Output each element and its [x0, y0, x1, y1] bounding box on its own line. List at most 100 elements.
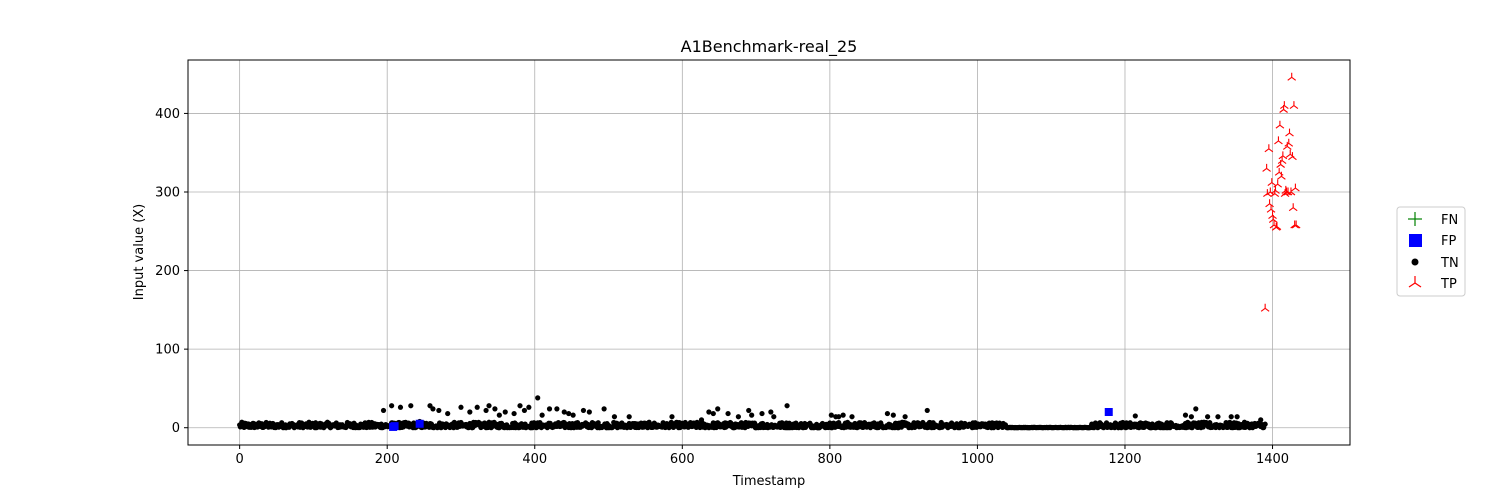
plot-frame: [187, 59, 1351, 446]
tn-point: [836, 414, 842, 420]
tp-point: [1267, 178, 1277, 187]
tn-point: [445, 410, 451, 417]
tp-point: [1288, 152, 1297, 161]
tn-point: [526, 404, 532, 410]
tn-point: [570, 412, 576, 418]
tn-point: [884, 410, 891, 417]
tp-point: [1275, 120, 1285, 129]
tn-point: [611, 414, 618, 420]
legend-entry-tn: TN: [1411, 256, 1459, 271]
y-tick-label: 300: [155, 186, 180, 201]
fp-point: [415, 419, 424, 428]
tn-point: [397, 404, 404, 410]
tn-point: [1205, 414, 1211, 420]
tp-point: [1289, 101, 1299, 110]
tn-series: [237, 395, 1268, 431]
tp-point: [1271, 185, 1280, 194]
tp-point: [1277, 171, 1286, 180]
tn-point: [601, 406, 607, 412]
legend-entry-fn: FN: [1408, 212, 1458, 228]
tn-point: [759, 410, 765, 417]
tp-point: [1288, 203, 1298, 212]
tn-point: [1132, 413, 1138, 419]
tp-marker-icon: [1408, 276, 1422, 288]
tn-point: [408, 403, 414, 409]
tn-point: [458, 404, 464, 410]
tn-point: [521, 407, 528, 414]
tn-point: [924, 407, 930, 414]
tn-point: [561, 409, 567, 415]
fp-series: [389, 408, 1113, 431]
legend-box: [1396, 206, 1466, 297]
tn-point: [492, 406, 498, 412]
tn-point: [698, 417, 705, 423]
tp-point: [1262, 163, 1271, 172]
tn-point: [595, 420, 601, 426]
tn-point: [1258, 417, 1264, 423]
tp-point: [1283, 187, 1293, 196]
tn-point: [474, 404, 480, 410]
tn-point: [554, 406, 560, 412]
tn-point: [496, 412, 502, 418]
tp-series: [1260, 72, 1301, 312]
tp-point: [1290, 220, 1299, 229]
tp-point: [1266, 204, 1276, 213]
tn-point: [1182, 412, 1189, 418]
tp-point: [1278, 151, 1288, 160]
tp-point: [1274, 136, 1283, 145]
tn-point: [771, 414, 777, 420]
x-tick-label: 800: [817, 452, 842, 467]
tp-point: [1260, 303, 1270, 312]
tp-point: [1285, 128, 1294, 137]
tp-point: [1284, 138, 1294, 147]
tp-point: [1286, 187, 1296, 196]
fn-marker-icon: [1408, 212, 1422, 226]
tn-point: [1188, 414, 1194, 420]
tn-point: [725, 410, 731, 417]
tp-point: [1280, 101, 1289, 110]
data-marks: [237, 72, 1301, 431]
tn-point: [483, 407, 489, 414]
tn-marker-icon: [1411, 258, 1419, 266]
tn-point: [849, 414, 855, 420]
tn-point: [710, 410, 716, 417]
tn-point: [389, 403, 395, 409]
x-tick-label: 200: [375, 452, 400, 467]
tp-point: [1268, 215, 1278, 223]
fp-marker-icon: [1409, 234, 1422, 247]
tn-point: [586, 409, 592, 415]
tn-point: [467, 409, 473, 415]
axis-ticks: 0 200 400 600 800 1000 1200 1400 0 100 200 300 400: [155, 107, 1289, 467]
fp-point: [390, 422, 399, 431]
legend-label-tn: TN: [1440, 256, 1459, 271]
tn-point: [768, 409, 774, 415]
grid-lines: [188, 60, 1350, 445]
tn-point: [1228, 414, 1234, 420]
legend: FN FP TN TP: [1396, 206, 1466, 297]
tn-point: [535, 395, 541, 401]
y-tick-label: 0: [172, 421, 180, 436]
tn-point: [626, 414, 632, 420]
tn-point: [890, 412, 896, 418]
tn-point: [502, 409, 508, 415]
tn-point: [1193, 406, 1199, 412]
tn-point: [430, 406, 436, 412]
tp-point: [1291, 183, 1300, 192]
legend-label-tp: TP: [1440, 277, 1457, 292]
chart-title: A1Benchmark-real_25: [681, 37, 858, 57]
tp-point: [1273, 179, 1283, 188]
legend-entry-tp: TP: [1408, 276, 1457, 292]
y-tick-label: 100: [155, 343, 180, 358]
tn-point: [749, 412, 755, 418]
x-tick-label: 600: [670, 452, 695, 467]
tn-point: [784, 403, 790, 409]
tn-point: [539, 412, 545, 418]
tp-point: [1282, 141, 1292, 150]
tn-point: [715, 406, 721, 412]
tn-point: [580, 407, 587, 414]
tn-point: [827, 420, 833, 426]
tn-point: [486, 403, 492, 409]
tp-point: [1272, 222, 1282, 231]
legend-label-fn: FN: [1441, 213, 1458, 228]
